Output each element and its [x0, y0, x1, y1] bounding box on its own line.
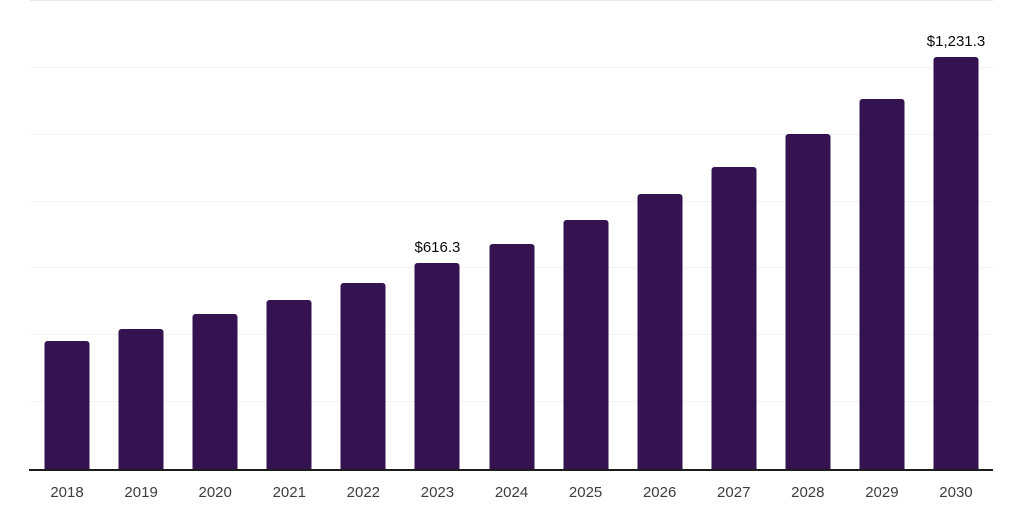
- x-tick-label-2019: 2019: [124, 484, 158, 501]
- bar-slot-2020: [178, 1, 252, 469]
- bar-2028: [785, 134, 831, 469]
- bar-2020: [192, 313, 238, 469]
- x-tick-label-2028: 2028: [791, 484, 825, 501]
- bar-2021: [266, 299, 312, 469]
- bar-2019: [118, 328, 164, 469]
- bar-2030: [933, 57, 979, 469]
- bar-2029: [859, 99, 905, 469]
- bar-2025: [563, 220, 609, 469]
- x-axis-line: [29, 469, 993, 471]
- bar-value-label-2030: $1,231.3: [926, 32, 986, 50]
- bar-slot-2030: $1,231.3: [919, 1, 993, 469]
- x-tick-label-2029: 2029: [865, 484, 899, 501]
- x-tick-label-2023: 2023: [420, 484, 455, 501]
- bar-2026: [637, 193, 683, 469]
- x-tick-label-2024: 2024: [494, 484, 529, 501]
- bar-2022: [340, 283, 386, 469]
- bar-slot-2021: [252, 1, 326, 469]
- x-tick-label-2018: 2018: [50, 484, 84, 501]
- bar-slot-2023: $616.3: [400, 1, 474, 469]
- bar-slot-2018: [30, 1, 104, 469]
- x-tick-label-2022: 2022: [346, 484, 381, 501]
- bar-slot-2025: [549, 1, 623, 469]
- gridline: [30, 66, 993, 68]
- bar-slot-2029: [845, 1, 919, 469]
- x-axis-tick-labels: 2018 2019 2020 2021 2022 2023 2024 2025 2026 2027…: [30, 484, 993, 501]
- bar-2024: [489, 243, 534, 469]
- x-tick-label-2030: 2030: [939, 484, 973, 501]
- x-tick-label-2026: 2026: [642, 484, 677, 501]
- x-tick-label-2021: 2021: [272, 484, 306, 501]
- x-tick-label-2027: 2027: [717, 484, 751, 501]
- bar-slot-2027: [697, 1, 771, 469]
- bar-2027: [711, 166, 757, 469]
- plot-area: $616.3 $1,231.3: [30, 0, 993, 469]
- gridline: [30, 0, 993, 1]
- bar-series: $616.3 $1,231.3: [30, 1, 993, 469]
- bar-value-label-2023: $616.3: [414, 238, 461, 256]
- bar-slot-2022: [326, 1, 400, 469]
- x-tick-label-2020: 2020: [198, 484, 232, 501]
- x-tick-label-2025: 2025: [568, 484, 603, 501]
- bar-2018: [44, 340, 90, 469]
- bar-slot-2024: [474, 1, 548, 469]
- gridline: [30, 133, 993, 135]
- gridline: [30, 200, 993, 202]
- bar-slot-2028: [771, 1, 845, 469]
- bar-2023: [414, 263, 460, 469]
- bar-slot-2019: [104, 1, 178, 469]
- bar-slot-2026: [623, 1, 697, 469]
